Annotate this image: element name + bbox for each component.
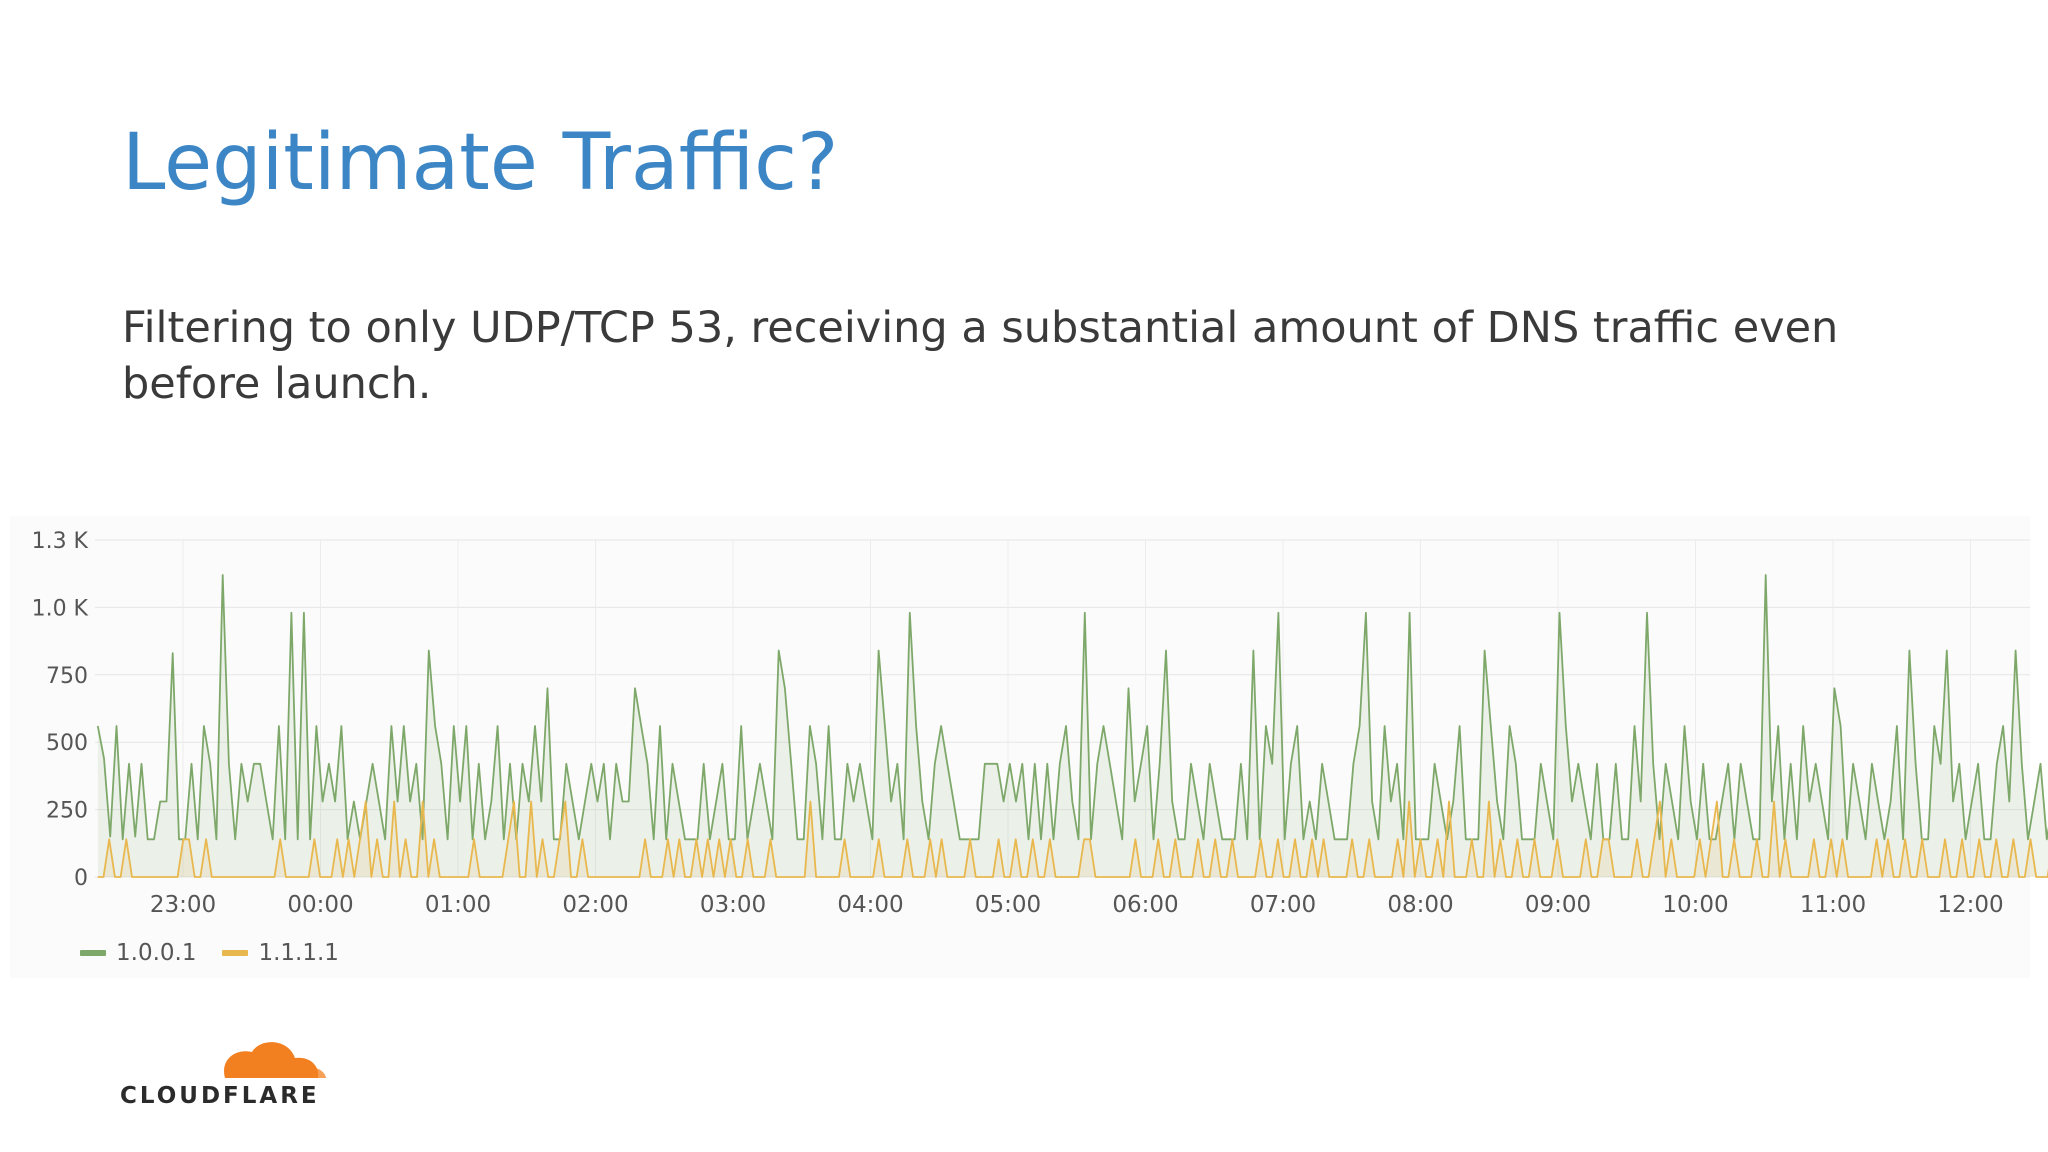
x-tick-label: 04:00 [837,892,903,918]
x-tick-label: 07:00 [1250,892,1316,918]
legend-item-1001[interactable]: 1.0.0.1 [80,940,196,966]
y-tick-label: 250 [46,799,88,824]
x-tick-label: 03:00 [700,892,766,918]
y-tick-label: 1.3 K [32,529,89,554]
series-area-1 [97,801,2048,877]
x-tick-label: 00:00 [287,892,353,918]
logo-text: CLOUDFLARE [120,1083,320,1109]
chart-panel [10,516,2030,978]
x-tick-label: 06:00 [1112,892,1178,918]
x-tick-label: 02:00 [562,892,628,918]
y-tick-label: 500 [46,731,88,756]
x-tick-label: 09:00 [1525,892,1591,918]
chart-legend: 1.0.0.1 1.1.1.1 [80,940,339,966]
x-tick-label: 10:00 [1662,892,1728,918]
x-tick-label: 11:00 [1800,892,1866,918]
legend-swatch-1001 [80,950,106,956]
x-tick-label: 01:00 [425,892,491,918]
slide-title: Legitimate Traffic? [122,118,839,208]
legend-label-1001: 1.0.0.1 [116,940,197,966]
x-tick-label: 08:00 [1387,892,1453,918]
legend-item-1111[interactable]: 1.1.1.1 [222,940,339,966]
legend-label-1111: 1.1.1.1 [258,940,339,966]
x-tick-label: 05:00 [975,892,1041,918]
cloud-icon [224,1042,326,1078]
x-tick-label: 23:00 [150,892,216,918]
traffic-line-chart: 0 250 500 750 1.0 K 1.3 K 23:00 00:00 01:00 02:00… [32,529,2048,918]
y-tick-label: 1.0 K [32,596,89,621]
series-line-1001 [96,574,2048,841]
series-area-0 [97,575,2048,877]
slide-body-text: Filtering to only UDP/TCP 53, receiving … [122,303,1839,409]
x-tick-label: 12:00 [1937,892,2003,918]
series-line-1111 [97,800,2048,878]
y-tick-label: 750 [46,664,88,689]
y-tick-label: 0 [74,866,88,891]
legend-swatch-1111 [222,950,249,956]
